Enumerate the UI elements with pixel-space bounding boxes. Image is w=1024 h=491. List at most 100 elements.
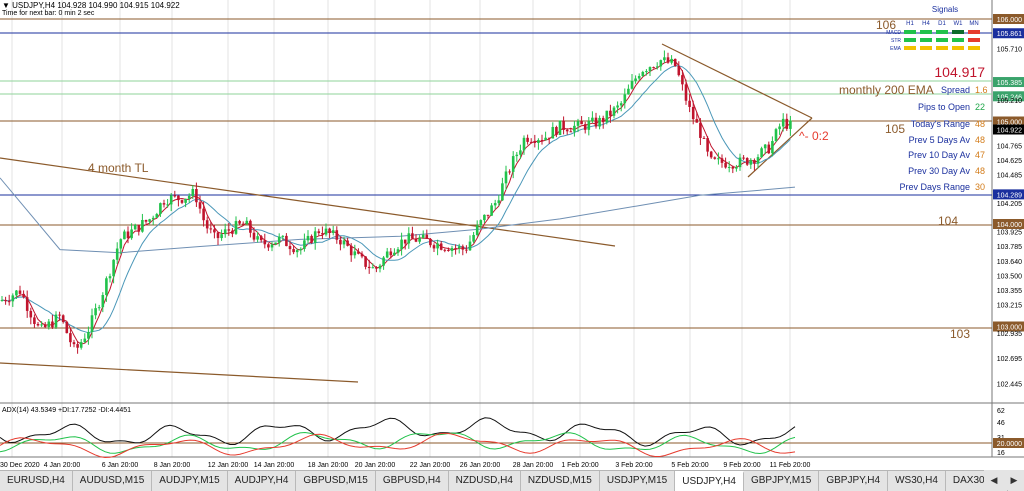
chart-tab[interactable]: GBPJPY,H4: [819, 471, 889, 491]
candle-body: [353, 251, 357, 256]
candle-body: [544, 137, 547, 141]
signal-cell: [936, 30, 948, 34]
candle-body: [238, 221, 241, 224]
candle-body: [385, 251, 389, 258]
candle-body: [562, 120, 565, 130]
tab-scroll-left-icon[interactable]: ◀: [990, 474, 998, 485]
time-label: 3 Feb 20:00: [615, 462, 652, 469]
label-ema: monthly 200 EMA: [839, 83, 934, 97]
candle-body: [735, 167, 738, 169]
price-label: 104.625: [997, 158, 1022, 165]
label-103: 103: [950, 327, 970, 341]
price-label: 104.765: [997, 144, 1022, 151]
minus-di-line: [0, 432, 796, 459]
candle-body: [497, 200, 501, 204]
candle-body: [763, 144, 767, 149]
candle-body: [187, 195, 191, 199]
chart-tab[interactable]: NZDUSD,H4: [449, 471, 521, 491]
candle-body: [663, 57, 666, 61]
price-tag-label: 105.246: [997, 94, 1022, 101]
candle-body: [148, 219, 151, 222]
candle-body: [756, 157, 760, 164]
candle-body: [681, 75, 684, 85]
candle-body: [616, 105, 619, 108]
candle-body: [306, 235, 310, 241]
four-month-trendline[interactable]: [0, 157, 616, 247]
candle-body: [627, 88, 630, 95]
candle-body: [252, 232, 256, 240]
candle-body: [133, 224, 137, 230]
ema-200-line: [0, 177, 796, 254]
candle-body: [65, 322, 69, 334]
candle-body: [205, 220, 209, 229]
time-label: 8 Jan 20:00: [154, 462, 191, 469]
time-label: 11 Feb 20:00: [770, 462, 811, 469]
price-label: 102.935: [997, 331, 1022, 338]
candle-body: [587, 121, 591, 130]
candle-body: [781, 118, 785, 127]
candle-body: [760, 148, 763, 158]
price-label: 103.215: [997, 302, 1022, 309]
price-label: 104.205: [997, 201, 1022, 208]
tab-scroll-right-icon[interactable]: ▶: [1010, 474, 1018, 485]
triangle-upper-line[interactable]: [661, 43, 813, 119]
candle-body: [645, 71, 648, 73]
signal-cell: [920, 46, 932, 50]
price-label: 102.445: [997, 381, 1022, 388]
chart-tab[interactable]: AUDJPY,M15: [152, 471, 228, 491]
candle-body: [429, 238, 432, 246]
chart-tab[interactable]: GBPUSD,H4: [376, 471, 449, 491]
pips-value: 22: [975, 102, 985, 112]
chart-tab[interactable]: AUDUSD,M15: [73, 471, 153, 491]
candle-body: [457, 246, 461, 249]
candle-body: [468, 241, 472, 251]
candle-body: [270, 244, 274, 248]
candle-body: [720, 158, 724, 163]
candle-body: [54, 314, 58, 328]
chart-header: ▼ USDJPY,H4 104.928 104.990 104.915 104.…: [2, 1, 180, 10]
candle-body: [256, 236, 259, 240]
candle-body: [151, 217, 155, 220]
candle-body: [454, 248, 457, 250]
candle-body: [87, 332, 90, 339]
candle-body: [259, 236, 263, 241]
price-scale[interactable]: 106.000 105.861 105.710 105.385 105.246105.2…: [993, 14, 1024, 388]
candle-body: [11, 295, 15, 302]
label-106: 106: [876, 18, 896, 32]
signal-row-label: STR: [891, 38, 901, 44]
lower-trendline[interactable]: [0, 362, 359, 383]
candle-body: [349, 245, 353, 256]
chart-tab[interactable]: USDJPY,H4: [675, 471, 744, 491]
chart-tab[interactable]: GBPUSD,M15: [296, 471, 376, 491]
time-label: 20 Jan 20:00: [355, 462, 396, 469]
chart-tab[interactable]: NZDUSD,M15: [521, 471, 600, 491]
chart-tab[interactable]: GBPJPY,M15: [744, 471, 820, 491]
time-axis: 30 Dec 2020 4 Jan 20:00 6 Jan 20:00 8 Jan 2…: [0, 462, 810, 469]
candle-body: [731, 167, 735, 169]
triangle-lower-line[interactable]: [747, 117, 813, 178]
chart-tab[interactable]: EURUSD,H4: [0, 471, 73, 491]
candle-body: [220, 234, 223, 239]
signal-cell: [904, 30, 916, 34]
signal-timeframe: MN: [969, 21, 978, 27]
chart-tab-bar: EURUSD,H4 AUDUSD,M15 AUDJPY,M15 AUDJPY,H4 GB…: [0, 470, 1024, 491]
candle-body: [339, 239, 342, 245]
adx-tag-label: 20.0000: [997, 441, 1022, 448]
time-label: 22 Jan 20:00: [410, 462, 451, 469]
chart-tab[interactable]: AUDJPY,H4: [228, 471, 297, 491]
chart-tab[interactable]: USDJPY,M15: [600, 471, 676, 491]
candle-body: [94, 308, 97, 316]
candle-body: [126, 231, 130, 239]
candle-body: [515, 154, 519, 157]
candle-body: [501, 183, 504, 201]
signals-title: Signals: [932, 5, 958, 14]
chart-tab[interactable]: WS30,H4: [888, 471, 946, 491]
candle-body: [630, 81, 634, 89]
candle-body: [702, 137, 706, 139]
price-chart[interactable]: 106 105 104 103 4 month TL monthly 200 E…: [0, 0, 1024, 470]
candle-body: [533, 141, 537, 143]
candle-body: [418, 237, 421, 242]
time-label: 28 Jan 20:00: [513, 462, 554, 469]
candle-body: [450, 248, 454, 251]
candle-body: [605, 110, 609, 123]
